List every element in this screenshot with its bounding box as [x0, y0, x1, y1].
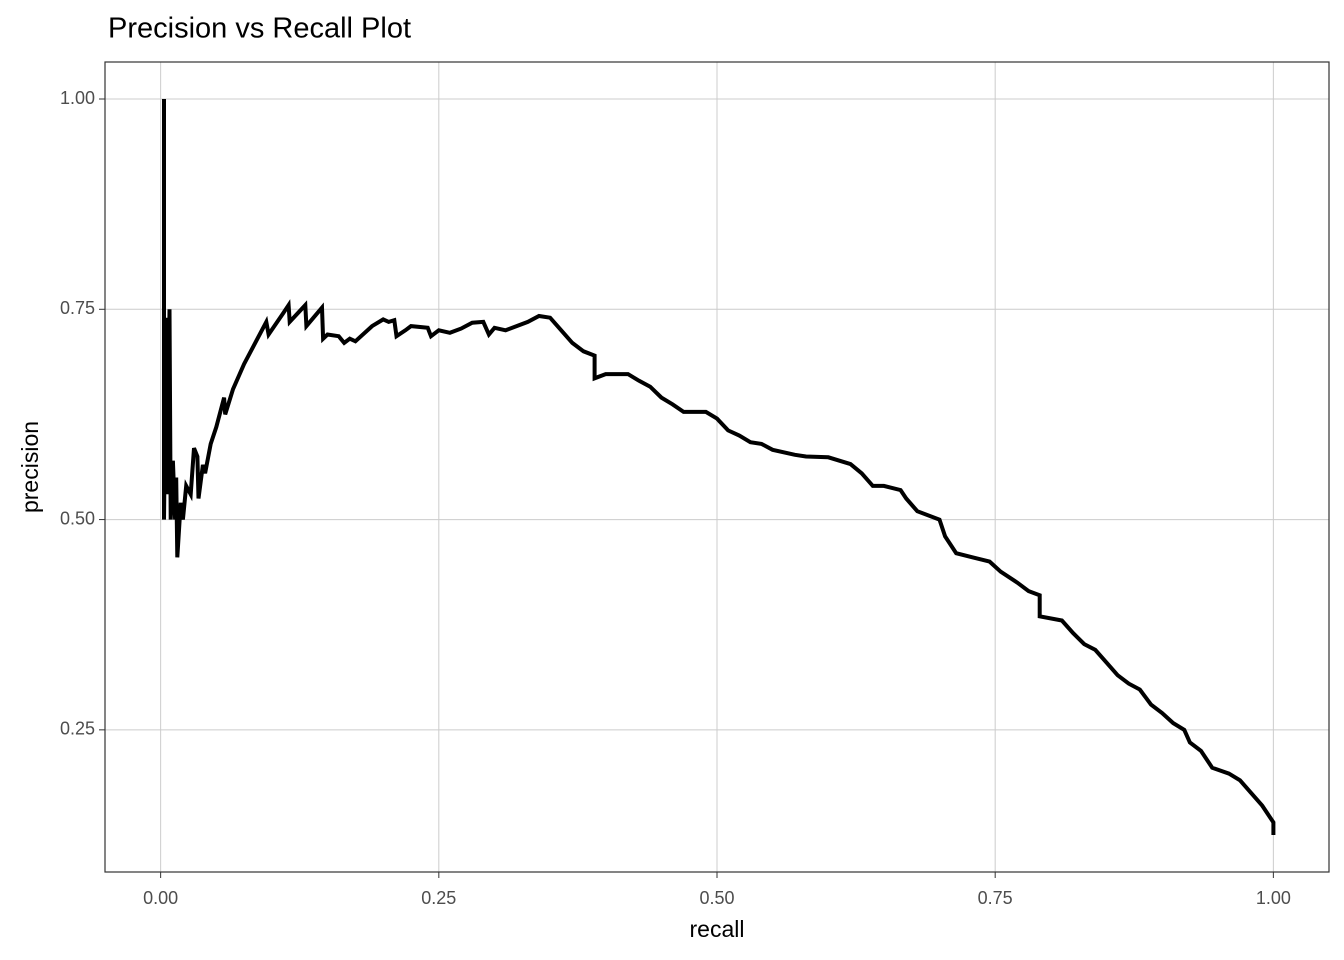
y-tick-label: 0.50 [60, 508, 95, 528]
y-tick-label: 0.75 [60, 298, 95, 318]
y-axis-title: precision [17, 421, 43, 513]
x-axis-title: recall [690, 916, 745, 942]
x-tick-label: 0.00 [143, 888, 178, 908]
x-tick-label: 0.75 [978, 888, 1013, 908]
y-tick-label: 0.25 [60, 719, 95, 739]
x-tick-label: 0.25 [421, 888, 456, 908]
x-tick-label: 0.50 [699, 888, 734, 908]
x-tick-label: 1.00 [1256, 888, 1291, 908]
chart-title: Precision vs Recall Plot [108, 13, 411, 45]
plot-frame [104, 61, 1330, 873]
line [162, 99, 1276, 835]
y-tick-label: 1.00 [60, 88, 95, 108]
